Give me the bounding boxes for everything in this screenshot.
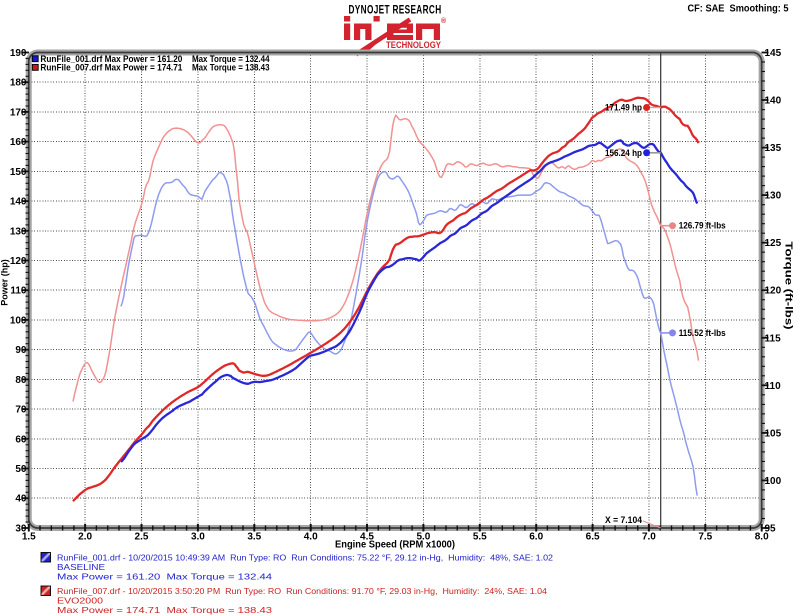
svg-text:6.0: 6.0: [529, 532, 543, 543]
svg-text:6.5: 6.5: [586, 532, 600, 543]
svg-text:145: 145: [765, 48, 782, 59]
svg-text:30: 30: [15, 524, 27, 535]
svg-text:130: 130: [10, 226, 27, 237]
svg-text:2.5: 2.5: [135, 532, 149, 543]
svg-text:TECHNOLOGY: TECHNOLOGY: [386, 40, 441, 50]
svg-text:Engine Speed (RPM x1000): Engine Speed (RPM x1000): [335, 540, 455, 551]
svg-text:150: 150: [10, 167, 27, 178]
svg-text:7.0: 7.0: [642, 532, 656, 543]
svg-text:135: 135: [765, 143, 782, 154]
svg-text:Max Power = 161.20 Max Torque: Max Power = 161.20 Max Torque = 132.44: [57, 572, 273, 582]
svg-text:CF: SAE Smoothing: 5: CF: SAE Smoothing: 5: [688, 3, 789, 15]
svg-text:190: 190: [10, 48, 27, 59]
svg-text:120: 120: [765, 286, 782, 297]
svg-text:171.49 hp: 171.49 hp: [605, 103, 642, 114]
svg-text:125: 125: [765, 238, 782, 249]
svg-text:105: 105: [765, 428, 782, 439]
svg-text:70: 70: [15, 405, 27, 416]
svg-text:170: 170: [10, 107, 27, 118]
svg-text:140: 140: [765, 96, 782, 107]
svg-text:®: ®: [441, 17, 447, 25]
svg-text:5.5: 5.5: [473, 532, 487, 543]
svg-text:Max Torque = 138.43: Max Torque = 138.43: [192, 63, 270, 74]
svg-text:RunFile_007.drf - 10/20/2015 3: RunFile_007.drf - 10/20/2015 3:50:20 PM …: [57, 586, 547, 596]
svg-text:3.5: 3.5: [247, 532, 261, 543]
svg-text:X = 7.104: X = 7.104: [605, 515, 643, 526]
svg-text:160: 160: [10, 137, 27, 148]
svg-text:DYNOJET RESEARCH: DYNOJET RESEARCH: [349, 3, 442, 17]
svg-text:110: 110: [10, 286, 27, 297]
svg-text:7.5: 7.5: [698, 532, 712, 543]
svg-text:120: 120: [10, 256, 27, 267]
svg-text:60: 60: [15, 434, 27, 445]
svg-text:Max Power = 174.71 Max Torque: Max Power = 174.71 Max Torque = 138.43: [57, 605, 273, 615]
svg-text:115: 115: [765, 333, 782, 344]
svg-text:140: 140: [10, 197, 27, 208]
svg-text:40: 40: [15, 494, 27, 505]
svg-text:100: 100: [765, 476, 782, 487]
svg-text:100: 100: [10, 315, 27, 326]
svg-text:Power (hp): Power (hp): [0, 259, 10, 306]
svg-text:2.0: 2.0: [78, 532, 92, 543]
svg-text:156.24 hp: 156.24 hp: [605, 148, 642, 159]
svg-text:180: 180: [10, 78, 27, 89]
svg-text:Max Torque = 132.44: Max Torque = 132.44: [192, 54, 270, 65]
svg-text:RunFile_007.drf Max Power = 17: RunFile_007.drf Max Power = 174.71: [40, 63, 183, 74]
svg-text:RunFile_001.drf - 10/20/2015 1: RunFile_001.drf - 10/20/2015 10:49:39 AM…: [57, 553, 553, 563]
svg-text:110: 110: [765, 381, 782, 392]
svg-text:Torque (ft-lbs): Torque (ft-lbs): [783, 242, 794, 330]
svg-text:80: 80: [15, 375, 27, 386]
svg-text:RunFile_001.drf Max Power = 16: RunFile_001.drf Max Power = 161.20: [40, 54, 182, 65]
svg-text:126.79 ft-lbs: 126.79 ft-lbs: [679, 221, 726, 232]
svg-text:1.5: 1.5: [22, 532, 36, 543]
svg-text:4.5: 4.5: [360, 532, 374, 543]
svg-text:90: 90: [15, 345, 27, 356]
svg-text:115.52 ft-lbs: 115.52 ft-lbs: [679, 328, 726, 339]
svg-text:8.0: 8.0: [755, 532, 769, 543]
svg-text:BASELINE: BASELINE: [57, 562, 106, 572]
svg-text:95: 95: [765, 524, 777, 535]
svg-text:3.0: 3.0: [191, 532, 205, 543]
svg-text:5.0: 5.0: [416, 532, 430, 543]
svg-text:50: 50: [15, 464, 27, 475]
svg-text:130: 130: [765, 191, 782, 202]
svg-text:4.0: 4.0: [304, 532, 318, 543]
svg-text:EVO2000: EVO2000: [57, 596, 103, 606]
